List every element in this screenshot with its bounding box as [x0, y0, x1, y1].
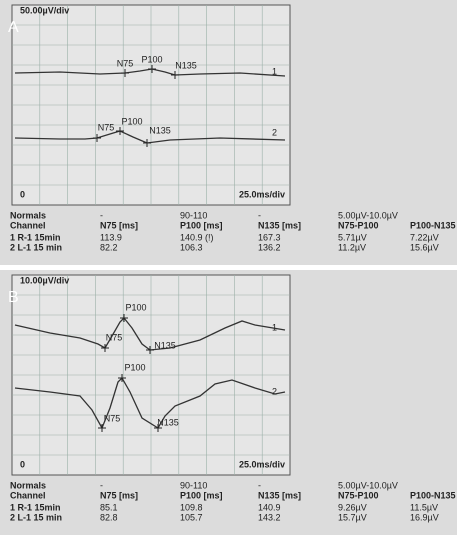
- table-cell: -: [258, 480, 261, 490]
- origin-label: 0: [20, 459, 25, 469]
- panel: B10.00µV/div 0 25.0ms/div N75 P100 N135 1 N75 P1…: [0, 270, 457, 535]
- amplitude-scale: 50.00µV/div: [20, 5, 69, 15]
- table-cell: 15.6µV: [410, 242, 439, 252]
- peak-label: N135: [149, 125, 171, 135]
- table-cell: 5.00µV-10.0µV: [338, 480, 398, 490]
- table-cell: 85.1: [100, 502, 118, 512]
- table-cell: 16.9µV: [410, 512, 439, 522]
- table-cell: 106.3: [180, 242, 203, 252]
- panel-label: A: [8, 19, 19, 36]
- peak-label: N135: [157, 417, 179, 427]
- peak-label: N75: [117, 58, 134, 68]
- panel-label: B: [8, 289, 19, 306]
- table-cell: 9.26µV: [338, 502, 367, 512]
- table-cell: 1 R-1 15min: [10, 502, 61, 512]
- panel: A50.00µV/div 0 25.0ms/div N75 P100 N135 1 N75 P1…: [0, 0, 457, 265]
- table-cell: P100-N135: [410, 490, 456, 500]
- table-cell: 5.00µV-10.0µV: [338, 210, 398, 220]
- amplitude-scale: 10.00µV/div: [20, 275, 69, 285]
- peak-label: N135: [154, 340, 176, 350]
- table-cell: Normals: [10, 210, 46, 220]
- table-cell: 1 R-1 15min: [10, 232, 61, 242]
- peak-label: P100: [141, 54, 162, 64]
- trace-number: 1: [272, 66, 277, 76]
- table-cell: P100 [ms]: [180, 490, 223, 500]
- table-cell: 140.9 (!): [180, 232, 214, 242]
- origin-label: 0: [20, 189, 25, 199]
- peak-label: P100: [124, 362, 145, 372]
- figure: A50.00µV/div 0 25.0ms/div N75 P100 N135 1 N75 P1…: [0, 0, 457, 535]
- table-cell: Normals: [10, 480, 46, 490]
- table-cell: -: [258, 210, 261, 220]
- peak-label: P100: [125, 302, 146, 312]
- table-cell: 82.8: [100, 512, 118, 522]
- table-cell: 11.2µV: [338, 242, 366, 252]
- table-cell: -: [100, 210, 103, 220]
- table-cell: 143.2: [258, 512, 281, 522]
- table-cell: P100 [ms]: [180, 220, 223, 230]
- table-cell: 140.9: [258, 502, 281, 512]
- table-cell: 90-110: [180, 210, 207, 220]
- peak-label: N75: [104, 413, 121, 423]
- table-cell: Channel: [10, 490, 46, 500]
- table-cell: 167.3: [258, 232, 281, 242]
- table-cell: Channel: [10, 220, 46, 230]
- table-cell: 2 L-1 15 min: [10, 242, 62, 252]
- table-cell: 109.8: [180, 502, 203, 512]
- table-cell: 11.5µV: [410, 502, 438, 512]
- table-cell: N135 [ms]: [258, 220, 301, 230]
- table-cell: 90-110: [180, 480, 207, 490]
- peak-label: P100: [121, 116, 142, 126]
- peak-label: N135: [175, 60, 197, 70]
- table-cell: N75 [ms]: [100, 490, 138, 500]
- table-cell: 7.22µV: [410, 232, 439, 242]
- table-cell: N75-P100: [338, 220, 379, 230]
- table-cell: 82.2: [100, 242, 118, 252]
- table-cell: 136.2: [258, 242, 281, 252]
- trace-number: 2: [272, 386, 277, 396]
- table-cell: N135 [ms]: [258, 490, 301, 500]
- table-cell: 2 L-1 15 min: [10, 512, 62, 522]
- table-cell: P100-N135: [410, 220, 456, 230]
- table-cell: 113.9: [100, 232, 122, 242]
- table-cell: 15.7µV: [338, 512, 367, 522]
- table-cell: N75-P100: [338, 490, 379, 500]
- time-scale: 25.0ms/div: [239, 459, 285, 469]
- table-cell: N75 [ms]: [100, 220, 138, 230]
- time-scale: 25.0ms/div: [239, 189, 285, 199]
- peak-label: N75: [98, 122, 115, 132]
- table-cell: 5.71µV: [338, 232, 367, 242]
- trace-number: 1: [272, 322, 277, 332]
- table-cell: 105.7: [180, 512, 203, 522]
- table-cell: -: [100, 480, 103, 490]
- trace-number: 2: [272, 127, 277, 137]
- peak-label: N75: [106, 332, 123, 342]
